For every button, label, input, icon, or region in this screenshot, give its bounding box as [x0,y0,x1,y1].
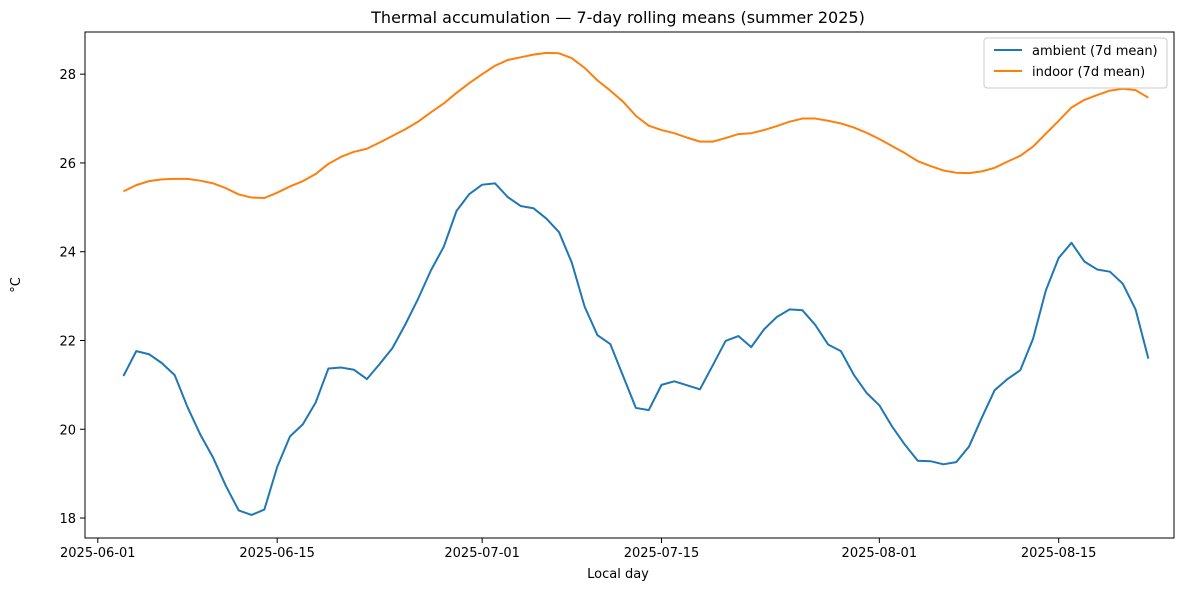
plot-area [84,31,1175,539]
legend-box [983,37,1168,89]
x-axis-label: Local day [587,567,649,582]
x-tick-label: 2025-06-01 [60,546,136,561]
y-axis: 18 20 22 24 26 28 [59,68,85,527]
x-tick-label: 2025-08-01 [842,546,918,561]
y-tick-label: 28 [59,68,76,83]
y-tick-label: 24 [59,246,76,261]
legend-label-indoor: indoor (7d mean) [1032,65,1145,80]
series-lines [122,51,1150,516]
legend: ambient (7d mean) indoor (7d mean) [983,37,1168,89]
x-tick-label: 2025-07-15 [624,546,700,561]
x-tick-label: 2025-07-01 [444,546,520,561]
y-tick-label: 26 [59,157,76,172]
x-tick-label: 2025-08-15 [1021,546,1097,561]
legend-label-ambient: ambient (7d mean) [1032,44,1158,59]
x-axis: 2025-06-01 2025-06-15 2025-07-01 2025-07-15… [60,538,1096,561]
x-tick-label: 2025-06-15 [239,546,315,561]
y-tick-label: 22 [59,334,76,349]
series-line-indoor [123,51,1149,199]
y-tick-label: 18 [59,512,76,527]
series-line-ambient [122,182,1150,516]
y-axis-label: °C [9,277,24,293]
chart-title: Thermal accumulation — 7-day rolling mea… [370,8,865,27]
y-tick-label: 20 [59,423,76,438]
